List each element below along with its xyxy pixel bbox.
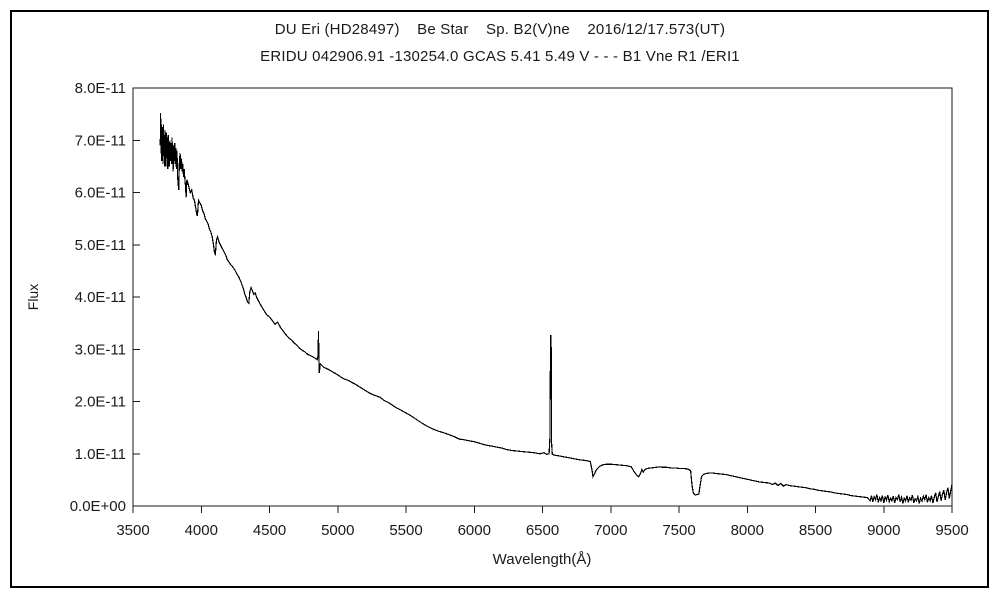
y-tick-label: 0.0E+00 — [70, 498, 126, 515]
x-axis-ticks — [132, 506, 953, 513]
x-tick-label: 3500 — [116, 522, 149, 539]
x-tick-label: 7500 — [662, 522, 695, 539]
y-axis-tick-labels: 0.0E+00 1.0E-11 2.0E-11 3.0E-11 4.0E-11 5.0E-… — [70, 80, 126, 515]
y-tick-label: 7.0E-11 — [75, 132, 126, 149]
y-tick-label: 4.0E-11 — [75, 289, 126, 306]
y-tick-label: 5.0E-11 — [75, 237, 126, 254]
spectrum-line — [159, 113, 953, 504]
x-tick-label: 4000 — [185, 522, 218, 539]
plot-box — [132, 87, 953, 507]
x-tick-label: 9000 — [867, 522, 900, 539]
y-tick-label: 3.0E-11 — [75, 341, 126, 358]
x-tick-label: 8000 — [731, 522, 764, 539]
y-tick-label: 8.0E-11 — [75, 80, 126, 97]
x-tick-label: 6500 — [526, 522, 559, 539]
x-tick-label: 4500 — [253, 522, 286, 539]
y-axis-ticks — [133, 87, 140, 507]
x-tick-label: 8500 — [799, 522, 832, 539]
chart-title-line2: ERIDU 042906.91 -130254.0 GCAS 5.41 5.49… — [260, 48, 740, 65]
y-tick-label: 2.0E-11 — [75, 394, 126, 411]
x-axis-tick-labels: 3500 4000 4500 5000 5500 6000 6500 7000 7500 8000… — [116, 522, 968, 539]
x-axis-title: Wavelength(Å) — [493, 551, 592, 568]
x-tick-label: 6000 — [458, 522, 491, 539]
y-axis-title: Flux — [25, 284, 41, 310]
x-tick-label: 5000 — [321, 522, 354, 539]
y-tick-label: 6.0E-11 — [75, 185, 126, 202]
x-tick-label: 5500 — [389, 522, 422, 539]
x-tick-label: 9500 — [935, 522, 968, 539]
chart-title-line1: DU Eri (HD28497) Be Star Sp. B2(V)ne 201… — [274, 21, 726, 38]
x-tick-label: 7000 — [594, 522, 627, 539]
y-tick-label: 1.0E-11 — [75, 446, 126, 463]
